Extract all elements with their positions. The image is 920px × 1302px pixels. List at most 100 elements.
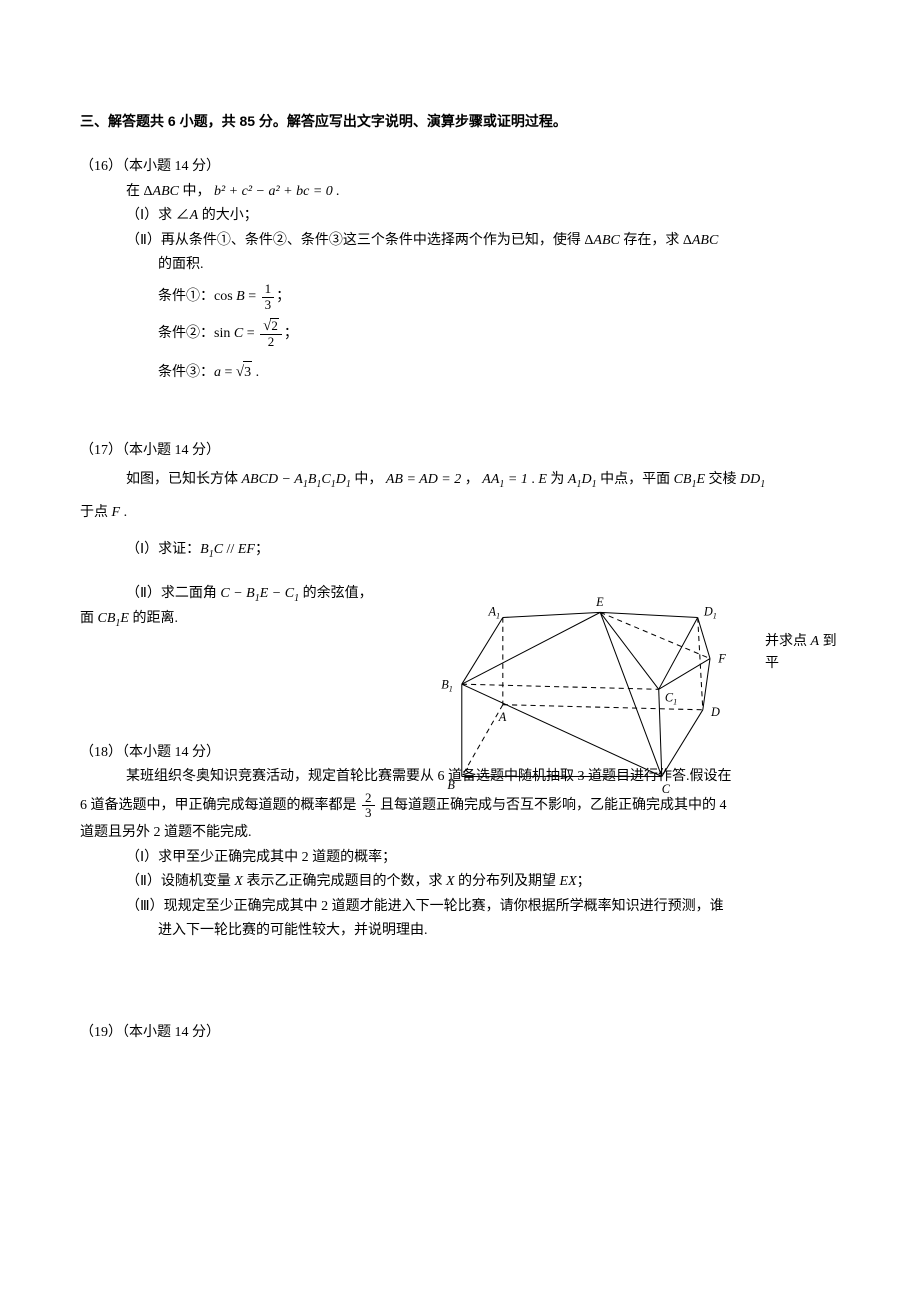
svg-text:B: B bbox=[447, 777, 455, 791]
svg-text:A1: A1 bbox=[487, 604, 500, 620]
q16-title: （16）（本小题 14 分） bbox=[80, 156, 840, 178]
svg-text:A: A bbox=[498, 710, 507, 724]
text: 6 道备选题中，甲正确完成每道题的概率都是 bbox=[80, 798, 360, 813]
denominator: 2 bbox=[260, 335, 282, 349]
text: 交棱 bbox=[705, 472, 740, 487]
par: // bbox=[223, 542, 238, 557]
end: ； bbox=[276, 289, 290, 304]
q19-title: （19）（本小题 14 分） bbox=[80, 1022, 840, 1044]
cbe: CB1E bbox=[674, 472, 705, 487]
text: 面 bbox=[80, 611, 98, 626]
numerator: 1 bbox=[262, 282, 275, 297]
ef: EF bbox=[238, 542, 255, 557]
text: ， bbox=[461, 472, 479, 487]
q16-part1: （Ⅰ）求 ∠A 的大小； bbox=[80, 205, 840, 227]
q16-part2: （Ⅱ）再从条件①、条件②、条件③这三个条件中选择两个作为已知，使得 ΔABC 存… bbox=[80, 230, 840, 252]
suffix: 的大小； bbox=[198, 208, 258, 223]
q17-line1: 如图，已知长方体 ABCD − A1B1C1D1 中， AB = AD = 2 … bbox=[80, 469, 840, 493]
eq: b² + c² − a² + bc = 0 . bbox=[210, 184, 339, 199]
problem-17: （17）（本小题 14 分） 如图，已知长方体 ABCD − A1B1C1D1 … bbox=[80, 440, 840, 632]
q17-figure: A1 E D1 B1 F A C1 B C D bbox=[430, 597, 750, 797]
q16-cond2: 条件②：sin C = √22； bbox=[80, 318, 840, 350]
problem-19: （19）（本小题 14 分） bbox=[80, 1022, 840, 1044]
label: （Ⅱ）求二面角 bbox=[126, 586, 220, 601]
fraction: 13 bbox=[262, 282, 275, 312]
label: 条件③： bbox=[158, 365, 214, 380]
svg-text:C: C bbox=[662, 782, 671, 796]
eq: = bbox=[243, 326, 258, 341]
text: 中点，平面 bbox=[597, 472, 674, 487]
eq: = bbox=[245, 289, 260, 304]
text: . bbox=[120, 505, 127, 520]
abc: ABC bbox=[692, 233, 718, 248]
section-header: 三、解答题共 6 小题，共 85 分。解答应写出文字说明、演算步骤或证明过程。 bbox=[80, 110, 840, 132]
q16-cond3: 条件③：a = √3 . bbox=[80, 360, 840, 384]
fraction: √22 bbox=[260, 318, 282, 350]
svg-text:F: F bbox=[717, 651, 726, 665]
label: 条件①：cos bbox=[158, 289, 236, 304]
svg-text:D1: D1 bbox=[703, 604, 717, 620]
dd1: DD1 bbox=[740, 472, 765, 487]
q17-body-wrap: （Ⅰ）求证：B1C // EF； （Ⅱ）求二面角 C − B1E − C1 的余… bbox=[80, 539, 840, 632]
q16-cond1: 条件①：cos B = 13； bbox=[80, 282, 840, 312]
q18-part3a: （Ⅲ）现规定至少正确完成其中 2 道题才能进入下一轮比赛，请你根据所学概率知识进… bbox=[80, 896, 840, 918]
abc: ABC bbox=[153, 184, 179, 199]
a: A bbox=[811, 634, 820, 649]
text: （Ⅱ）设随机变量 bbox=[126, 874, 234, 889]
q18-part1: （Ⅰ）求甲至少正确完成其中 2 道题的概率； bbox=[80, 847, 840, 869]
ex: EX bbox=[560, 874, 577, 889]
angle: C − B1E − C1 bbox=[220, 586, 299, 601]
text: 存在，求 Δ bbox=[620, 233, 692, 248]
label: （Ⅰ）求证： bbox=[126, 542, 200, 557]
text: 如图，已知长方体 bbox=[126, 472, 242, 487]
e: E bbox=[538, 472, 547, 487]
text: （Ⅱ）再从条件①、条件②、条件③这三个条件中选择两个作为已知，使得 Δ bbox=[126, 233, 593, 248]
q17-part1: （Ⅰ）求证：B1C // EF； bbox=[80, 539, 840, 563]
eq: = bbox=[221, 365, 236, 380]
text: 的距离. bbox=[129, 611, 178, 626]
var: a bbox=[214, 365, 221, 380]
abc: ABC bbox=[593, 233, 619, 248]
text: 的余弦值， bbox=[299, 586, 373, 601]
aa: AA1 = 1 bbox=[482, 472, 528, 487]
q18-line3: 道题且另外 2 道题不能完成. bbox=[80, 822, 840, 844]
text: 的分布列及期望 bbox=[455, 874, 560, 889]
var: C bbox=[234, 326, 243, 341]
var: B bbox=[236, 289, 245, 304]
denominator: 3 bbox=[362, 806, 375, 820]
end: ； bbox=[255, 542, 269, 557]
q17-title: （17）（本小题 14 分） bbox=[80, 440, 840, 462]
body: ABCD − A1B1C1D1 bbox=[242, 472, 351, 487]
q17-line2: 于点 F . bbox=[80, 502, 840, 524]
numerator: √2 bbox=[260, 318, 282, 336]
fraction: 23 bbox=[362, 791, 375, 821]
svg-text:B1: B1 bbox=[441, 677, 453, 693]
q18-part3b: 进入下一轮比赛的可能性较大，并说明理由. bbox=[80, 920, 840, 942]
label: （Ⅰ）求 ∠ bbox=[126, 208, 190, 223]
ab: AB = AD = 2 bbox=[386, 472, 461, 487]
svg-text:E: E bbox=[595, 597, 604, 609]
text: 并求点 bbox=[765, 634, 811, 649]
text: 在 Δ bbox=[126, 184, 153, 199]
end: ； bbox=[284, 326, 298, 341]
svg-text:C1: C1 bbox=[665, 690, 677, 706]
text: 且每道题正确完成与否互不影响，乙能正确完成其中的 4 bbox=[377, 798, 727, 813]
numerator: 2 bbox=[362, 791, 375, 806]
text: 为 bbox=[547, 472, 568, 487]
f: F bbox=[112, 505, 121, 520]
label: 条件②：sin bbox=[158, 326, 234, 341]
problem-16: （16）（本小题 14 分） 在 ΔABC 中， b² + c² − a² + … bbox=[80, 156, 840, 384]
var: A bbox=[190, 208, 199, 223]
denominator: 3 bbox=[262, 298, 275, 312]
x: X bbox=[234, 874, 243, 889]
sqrt: √3 bbox=[236, 360, 252, 384]
text: ； bbox=[577, 874, 591, 889]
text: 于点 bbox=[80, 505, 112, 520]
bc: B1C bbox=[200, 542, 223, 557]
svg-text:D: D bbox=[710, 705, 720, 719]
ad1: A1D1 bbox=[568, 472, 597, 487]
text: 表示乙正确完成题目的个数，求 bbox=[243, 874, 446, 889]
q18-part2: （Ⅱ）设随机变量 X 表示乙正确完成题目的个数，求 X 的分布列及期望 EX； bbox=[80, 871, 840, 893]
q17-side-text: 并求点 A 到平 bbox=[765, 631, 840, 676]
text: 中， bbox=[351, 472, 383, 487]
